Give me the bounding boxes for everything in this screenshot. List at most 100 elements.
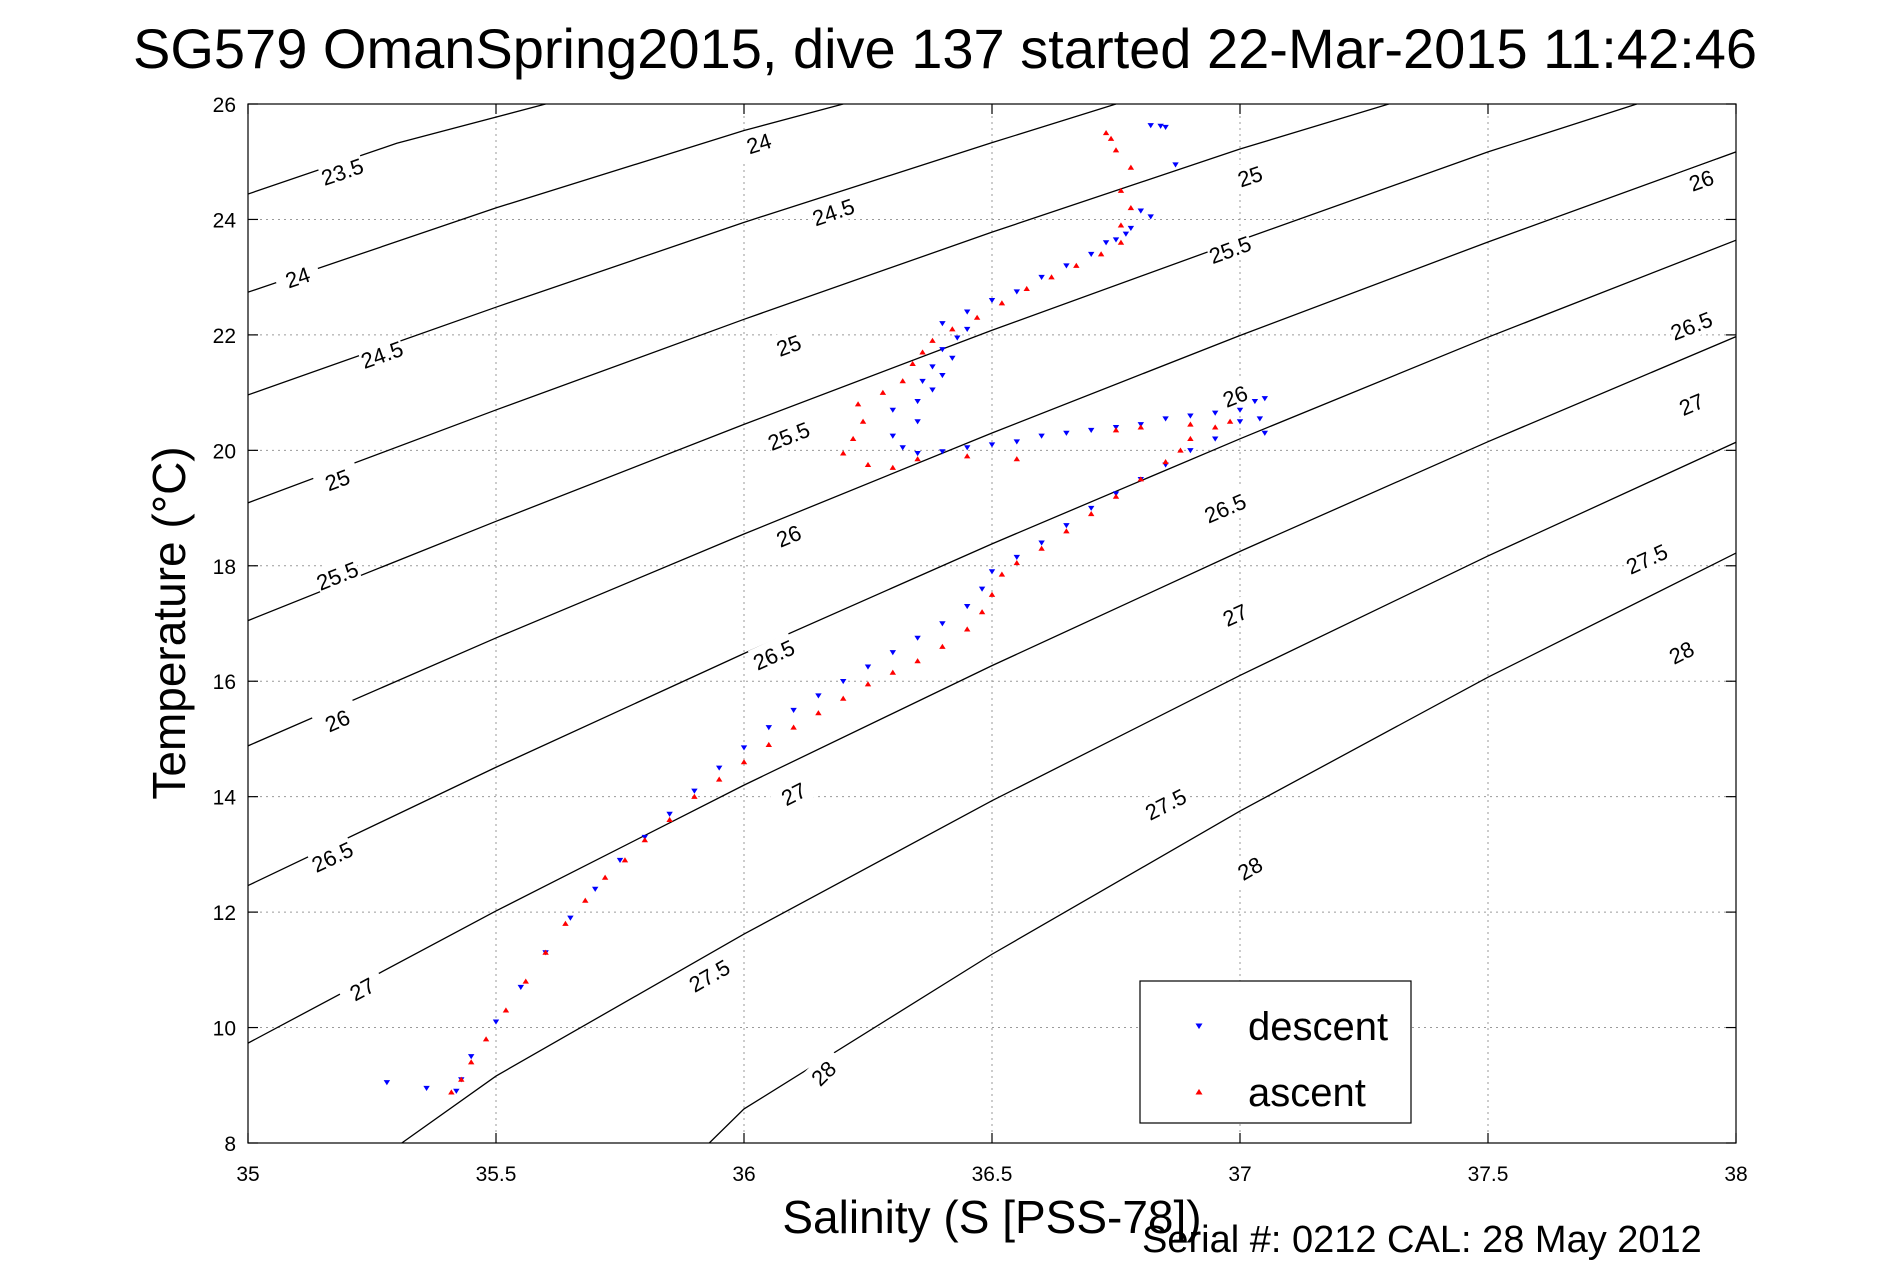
contour-label-bg [1223,845,1275,890]
ascent-point [740,759,748,765]
ascent-point [889,464,896,470]
descent-point [666,811,673,817]
contour-label-bg [807,191,858,231]
ascent-point [1107,135,1115,141]
descent-point [964,603,971,610]
descent-point [423,1085,430,1092]
contour-label-bg [1139,781,1191,825]
legend: descent ascent [1139,980,1412,1124]
ascent-point [998,571,1006,577]
density-contour-line [401,441,1736,1143]
contour-label-bg [683,952,735,997]
legend-box [1139,980,1412,1124]
ascent-point [468,1059,475,1065]
x-tick-label: 36.5 [972,1163,1013,1186]
legend-label-descent: descent [1248,1005,1388,1049]
descent-point [939,321,946,327]
descent-point [517,984,524,991]
descent-point [954,335,961,341]
density-contour-line [708,552,1736,1143]
descent-point [1187,448,1194,454]
contour-label-bg [767,771,819,815]
descent-point [889,407,896,413]
ascent-point [621,857,629,863]
contour-label-bg [1204,228,1255,269]
contour-label-bg [1199,486,1251,528]
descent-point [1088,427,1095,434]
ascent-point [482,1036,490,1042]
contour-label: 23.5 [318,153,367,190]
descent-point [1038,274,1045,281]
contour-label-bg [1209,374,1260,416]
contour-label-bg [311,458,363,499]
ascent-point [998,300,1006,306]
descent-point [592,886,599,892]
descent-point [567,915,574,921]
contour-label: 25.5 [313,556,362,595]
x-tick-label: 38 [1724,1163,1747,1186]
x-tick-label: 35 [236,1163,259,1186]
ascent-point [840,450,847,456]
descent-point [740,745,748,751]
contour-label-bg [763,324,814,365]
ascent-point [458,1076,465,1082]
density-contour-line [248,104,1117,396]
descent-point [1162,416,1169,422]
contour-label: 26.5 [1201,489,1250,529]
contour-label-bg [336,966,388,1010]
density-contour-line [248,104,1389,504]
descent-point [1013,554,1020,560]
ascent-point [949,326,956,332]
descent-point [453,1088,460,1094]
ascent-point [1048,274,1055,280]
data-points [383,123,1268,1095]
contour-label-bg [747,632,799,675]
ascent-point [1226,418,1234,424]
descent-point [929,364,936,370]
density-contour-line [248,336,1736,1044]
descent-point [1013,439,1020,445]
descent-point [1212,410,1219,416]
contour-label-bg [272,256,323,296]
descent-point [939,373,946,379]
ascent-point [1162,458,1169,465]
contour-label-bg [762,514,814,556]
ascent-point [929,337,936,343]
descent-point [815,693,822,699]
ascent-point [815,710,822,716]
ascent-point [1137,424,1144,430]
ascent-point [1063,528,1070,534]
contour-label-bg [311,554,363,595]
ascent-point [1127,205,1135,211]
footnote-serial-cal: Serial #: 0212 CAL: 28 May 2012 [1142,1219,1702,1261]
descent-point [840,678,847,685]
descent-point [988,569,996,575]
descent-point [964,445,971,451]
ascent-point [1212,424,1219,430]
ascent-point [1038,545,1045,551]
ascent-point [448,1089,455,1095]
ascent-point [964,453,971,459]
y-axis-label: Temperature (°C) [143,446,195,799]
contour-label: 25.5 [1206,231,1255,269]
descent-point [889,650,896,656]
ascent-point [849,435,857,442]
contour-label-bg [763,414,814,456]
ascent-point [542,949,549,955]
ascent-point [666,816,673,822]
descent-point [1172,162,1179,168]
ascent-point [973,314,981,320]
ascent-point [909,360,916,366]
descent-point [939,621,946,627]
descent-point [1112,237,1120,243]
ascent-point [919,349,926,355]
descent-point [1063,263,1070,269]
y-tick-label: 14 [213,787,237,810]
ascent-point [765,741,772,747]
ascent-point [914,456,921,462]
ascent-point [914,658,921,664]
density-contour-line [248,104,844,293]
descent-point [716,765,723,771]
ascent-point [978,609,986,615]
density-contours [248,104,1736,1143]
